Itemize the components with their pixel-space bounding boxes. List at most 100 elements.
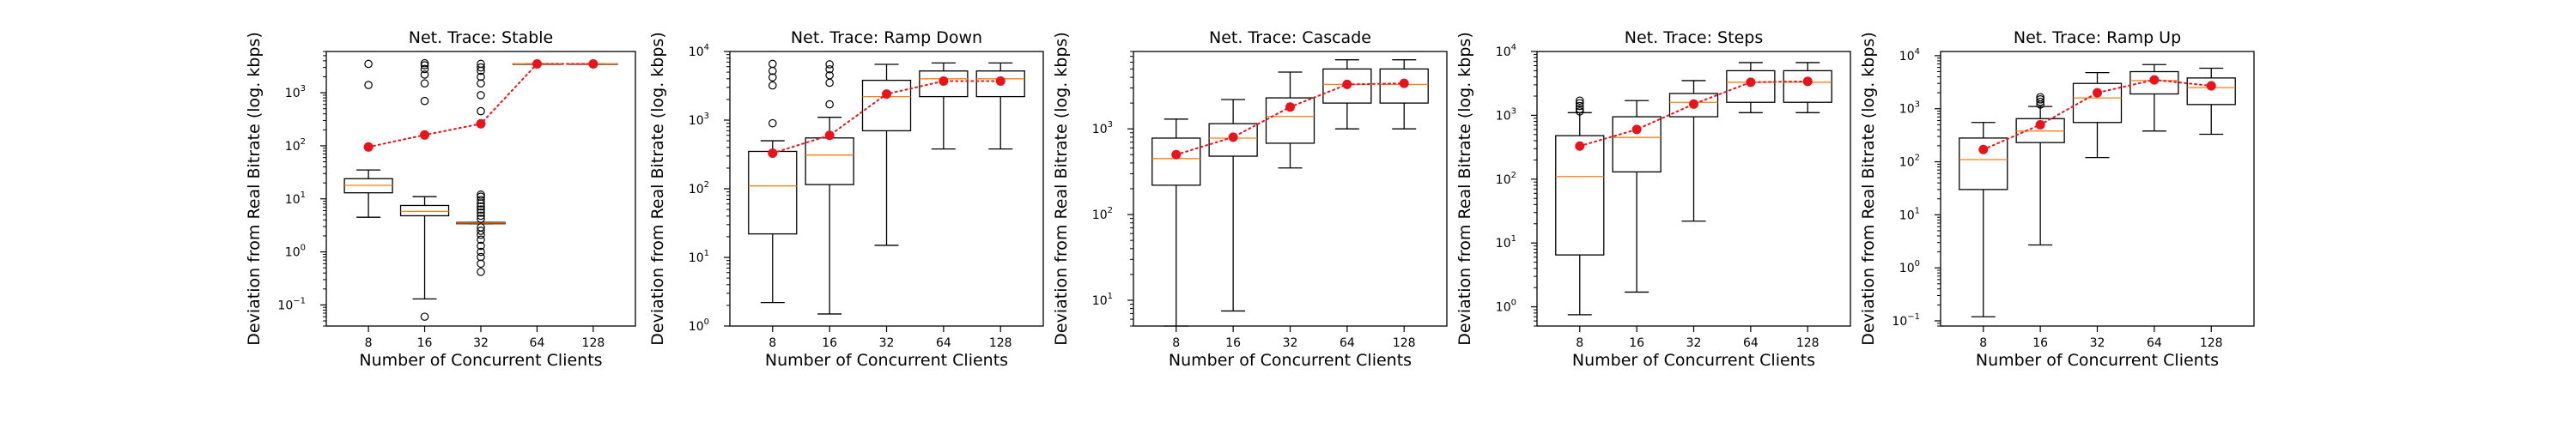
outlier-point <box>1575 105 1584 113</box>
y-tick-base: 10 <box>689 114 704 128</box>
x-tick-label: 128 <box>1393 336 1416 350</box>
x-tick-label: 16 <box>1225 336 1241 350</box>
mean-point <box>420 130 430 140</box>
outlier-point <box>768 118 777 128</box>
y-tick-base: 10 <box>689 251 704 265</box>
y-tick-label: 102 <box>1092 206 1113 222</box>
box-iqr <box>399 204 450 217</box>
mean-point <box>532 58 542 69</box>
x-tick-label: 64 <box>1340 336 1355 350</box>
y-tick-exponent: 3 <box>1915 100 1920 110</box>
y-tick-label: 10−1 <box>277 296 306 312</box>
outlier-point <box>2036 97 2044 106</box>
mean-point <box>1171 149 1182 160</box>
x-tick-label: 16 <box>2032 336 2048 350</box>
y-tick-exponent: 0 <box>1915 259 1920 269</box>
outlier-point <box>825 100 834 109</box>
mean-point <box>1689 99 1698 109</box>
y-tick-base: 10 <box>285 246 301 260</box>
outlier-point <box>477 79 485 88</box>
box-64 <box>1322 59 1372 130</box>
y-tick-base: 10 <box>1496 109 1511 123</box>
plot-frame <box>729 51 1044 327</box>
x-tick-label: 8 <box>365 336 373 350</box>
x-tick-label: 8 <box>769 336 776 350</box>
y-tick-exponent: 1 <box>1511 234 1516 244</box>
mean-point <box>2035 119 2045 130</box>
y-tick-exponent: 2 <box>1511 171 1516 180</box>
mean-point <box>939 76 949 87</box>
box-iqr <box>975 70 1025 98</box>
outlier-point <box>477 63 485 72</box>
outlier-point <box>768 59 777 69</box>
y-axis-label: Deviation from Real Bitrate (log. kbps) <box>1052 32 1071 345</box>
box-iqr <box>1959 137 2008 190</box>
y-tick-label: 10−1 <box>1892 312 1920 329</box>
mean-point <box>2149 75 2160 85</box>
y-tick-exponent: −1 <box>1907 312 1920 322</box>
y-tick-label: 101 <box>1899 206 1920 222</box>
y-tick-base: 10 <box>1496 237 1511 251</box>
y-tick-base: 10 <box>689 45 704 59</box>
mean-point <box>1342 79 1352 89</box>
outlier-point <box>420 312 429 321</box>
y-tick-base: 10 <box>1092 294 1108 308</box>
outlier-point <box>825 78 834 88</box>
box-32 <box>456 59 506 276</box>
outlier-point <box>1575 107 1584 116</box>
box-iqr <box>2129 70 2179 95</box>
y-axis-label: Deviation from Real Bitrate (log. kbps) <box>1455 32 1474 345</box>
y-minor-ticks <box>726 54 730 306</box>
y-tick-exponent: 3 <box>1511 106 1516 116</box>
y-tick-label: 103 <box>1496 106 1516 123</box>
outlier-point <box>477 205 485 214</box>
y-tick-label: 102 <box>285 137 306 154</box>
y-minor-ticks <box>1534 53 1537 327</box>
y-tick-label: 103 <box>1899 100 1920 117</box>
outlier-point <box>1575 99 1584 108</box>
box-8 <box>748 59 798 304</box>
y-tick-exponent: 2 <box>1915 154 1920 163</box>
mean-trend-line <box>1578 80 1809 148</box>
x-axis-label: Number of Concurrent Clients <box>1976 351 2219 370</box>
y-tick-base: 10 <box>1899 262 1915 275</box>
outlier-point <box>768 73 777 82</box>
y-tick-label: 100 <box>1496 299 1516 315</box>
y-tick-exponent: 2 <box>1108 206 1113 215</box>
box-8 <box>343 59 393 218</box>
y-tick-exponent: 0 <box>704 317 709 327</box>
box-64 <box>919 62 969 150</box>
box-iqr <box>1668 93 1719 118</box>
y-minor-ticks <box>1937 57 1941 327</box>
x-tick-label: 8 <box>1172 336 1180 350</box>
y-tick-base: 10 <box>1899 156 1915 170</box>
x-tick-label: 128 <box>2200 336 2223 350</box>
box-iqr <box>805 137 854 185</box>
box-iqr <box>1726 69 1776 103</box>
y-tick-base: 10 <box>1092 208 1108 222</box>
box-8 <box>1959 122 2008 317</box>
y-tick-label: 101 <box>285 190 306 207</box>
y-tick-base: 10 <box>285 140 301 154</box>
outlier-point <box>477 72 485 82</box>
y-tick-base: 10 <box>1496 173 1511 187</box>
box-64 <box>2129 63 2179 132</box>
x-tick-label: 64 <box>530 336 545 350</box>
mean-trend-line <box>1982 79 2213 151</box>
x-tick-label: 32 <box>473 336 489 350</box>
outlier-point <box>364 81 373 89</box>
x-tick-label: 64 <box>936 336 951 350</box>
mean-point <box>1978 144 1989 154</box>
outlier-point <box>477 252 485 262</box>
y-tick-label: 102 <box>689 180 709 196</box>
y-tick-exponent: 1 <box>301 190 306 200</box>
y-tick-exponent: 0 <box>301 244 306 253</box>
box-16 <box>1612 100 1662 293</box>
y-minor-ticks <box>1130 51 1133 327</box>
y-tick-label: 101 <box>1496 234 1516 251</box>
box-128 <box>1783 62 1832 113</box>
x-tick-label: 128 <box>1796 336 1820 350</box>
chart-title: Net. Trace: Steps <box>1625 28 1763 47</box>
outlier-point <box>364 59 373 69</box>
